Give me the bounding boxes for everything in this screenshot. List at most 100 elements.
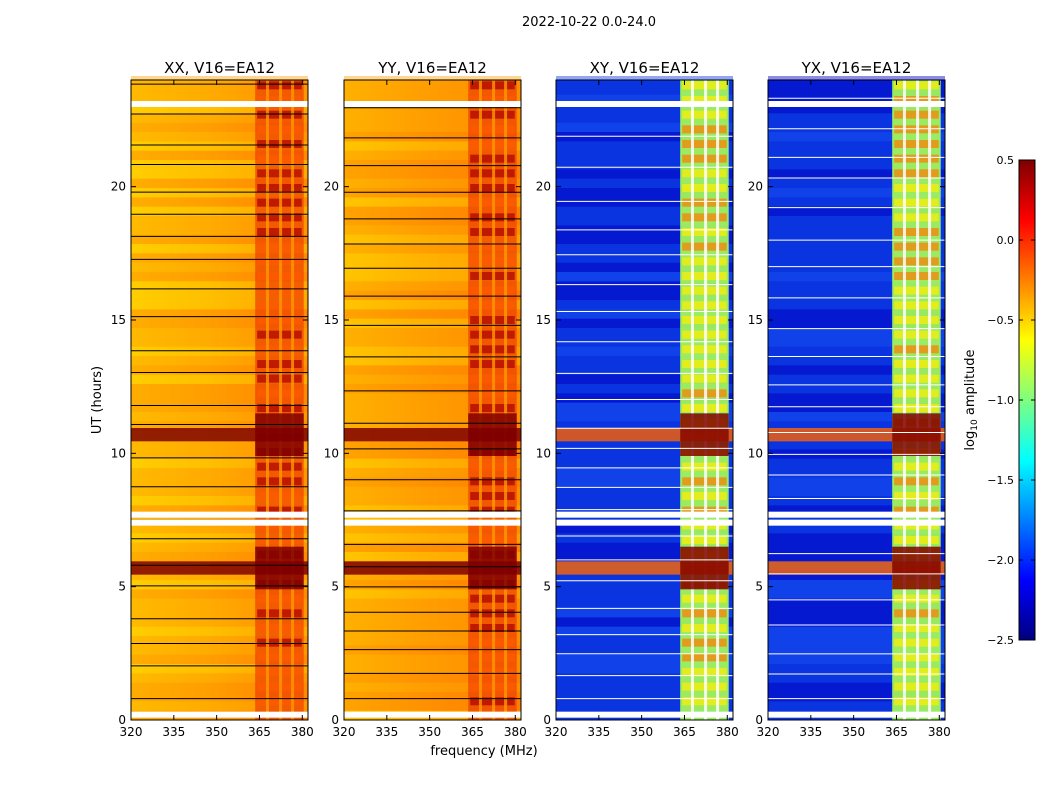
data-band	[131, 262, 308, 272]
data-band	[131, 290, 308, 300]
panel-title: XY, V16=EA12	[590, 59, 700, 77]
data-band	[556, 300, 733, 310]
data-band	[768, 458, 945, 468]
data-band	[768, 402, 945, 412]
data-band	[768, 682, 945, 692]
data-band	[131, 253, 308, 263]
data-band	[556, 94, 733, 104]
flagged-row	[131, 101, 308, 107]
data-band	[556, 701, 733, 711]
data-band	[131, 449, 308, 459]
data-band	[344, 300, 521, 310]
x-tick-label: 335	[375, 725, 398, 739]
data-band	[768, 113, 945, 123]
data-band	[344, 374, 521, 384]
rfi-gap-line	[916, 80, 920, 720]
data-band	[768, 169, 945, 179]
data-band	[344, 169, 521, 179]
data-band	[556, 617, 733, 627]
data-band	[131, 309, 308, 319]
data-band	[131, 654, 308, 664]
data-band	[556, 626, 733, 636]
data-band	[768, 262, 945, 272]
data-band	[131, 141, 308, 151]
y-tick-label: 10	[324, 446, 339, 460]
data-band	[131, 440, 308, 450]
data-band	[556, 384, 733, 394]
x-tick-label: 365	[673, 725, 696, 739]
data-band	[344, 337, 521, 347]
data-band	[768, 300, 945, 310]
data-band	[556, 514, 733, 524]
data-band	[768, 150, 945, 160]
y-tick-label: 20	[111, 180, 126, 194]
rfi-gap-line	[928, 80, 932, 720]
x-tick-label: 380	[291, 725, 314, 739]
data-band	[768, 244, 945, 254]
data-band	[556, 318, 733, 328]
data-band	[556, 552, 733, 562]
data-band	[768, 178, 945, 188]
x-tick-label: 335	[162, 725, 185, 739]
data-band	[768, 617, 945, 627]
rfi-gap-line	[902, 80, 906, 720]
data-band	[131, 524, 308, 534]
data-band	[556, 262, 733, 272]
data-band	[556, 188, 733, 198]
data-band	[768, 692, 945, 702]
data-band	[131, 645, 308, 655]
data-band	[344, 636, 521, 646]
data-band	[768, 160, 945, 170]
data-band	[131, 132, 308, 142]
y-tick-label: 15	[748, 313, 763, 327]
data-band	[556, 85, 733, 95]
y-tick-label: 0	[543, 713, 551, 727]
data-band	[556, 169, 733, 179]
flagged-row	[131, 511, 308, 518]
x-tick-label: 365	[885, 725, 908, 739]
data-band	[768, 234, 945, 244]
data-band	[768, 356, 945, 366]
x-tick-label: 320	[120, 725, 143, 739]
data-band	[768, 132, 945, 142]
data-band	[131, 76, 308, 86]
data-band	[768, 505, 945, 515]
data-band	[131, 225, 308, 235]
data-band	[344, 104, 521, 114]
data-band	[768, 94, 945, 104]
strong-rfi	[255, 546, 304, 590]
data-band	[344, 132, 521, 142]
figure-title: 2022-10-22 0.0-24.0	[522, 15, 656, 30]
data-band	[556, 253, 733, 263]
data-band	[131, 197, 308, 207]
y-tick-label: 15	[536, 313, 551, 327]
flagged-row	[131, 519, 308, 526]
data-band	[344, 290, 521, 300]
data-band	[131, 206, 308, 216]
data-band	[556, 272, 733, 282]
data-band	[556, 496, 733, 506]
data-band	[768, 570, 945, 580]
data-band	[131, 94, 308, 104]
data-band	[131, 486, 308, 496]
data-band	[344, 468, 521, 478]
flagged-row	[556, 711, 733, 718]
data-band	[344, 598, 521, 608]
data-band	[344, 458, 521, 468]
flagged-row	[131, 711, 308, 718]
data-band	[768, 85, 945, 95]
data-band	[344, 589, 521, 599]
data-band	[768, 225, 945, 235]
data-band	[768, 206, 945, 216]
data-band	[768, 589, 945, 599]
data-band	[556, 104, 733, 114]
data-band	[344, 234, 521, 244]
data-band	[768, 421, 945, 431]
data-band	[131, 533, 308, 543]
data-band	[556, 664, 733, 674]
data-band	[131, 589, 308, 599]
data-band	[768, 272, 945, 282]
data-band	[768, 533, 945, 543]
data-band	[556, 486, 733, 496]
rfi-gap-line	[492, 80, 496, 720]
